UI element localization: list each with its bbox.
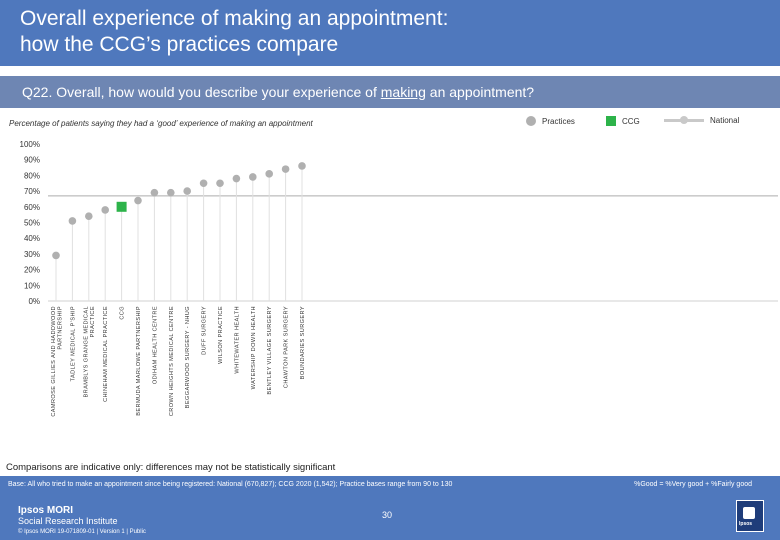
category-label: WHITEWATER HEALTH xyxy=(234,306,240,374)
practice-point xyxy=(232,174,241,183)
category-label-line: DUFF SURGERY xyxy=(202,306,208,355)
practice-point xyxy=(134,196,142,205)
category-label-line: BRAMBLYS GRANGE MEDICAL xyxy=(84,306,90,397)
legend-ccg-label: CCG xyxy=(622,116,640,126)
category-label-line: ODIHAM HEALTH CENTRE xyxy=(152,306,158,384)
practice-point xyxy=(199,179,208,188)
category-label-line: CCG xyxy=(120,306,126,320)
practice-point xyxy=(52,251,60,260)
practice-point xyxy=(101,206,109,214)
practice-point xyxy=(68,217,77,225)
question-text: Q22. Overall, how would you describe you… xyxy=(22,84,534,100)
y-tick-label: 50% xyxy=(24,219,40,228)
y-tick-label: 80% xyxy=(24,171,40,180)
category-label: TADLEY MEDICAL P’SHIP xyxy=(70,306,76,381)
y-tick-label: 0% xyxy=(28,297,40,306)
category-label-line: BOUNDARIES SURGERY xyxy=(300,306,306,379)
practice-point xyxy=(216,179,224,188)
question-bar xyxy=(0,76,780,108)
category-label: CROWN HEIGHTS MEDICAL CENTRE xyxy=(169,306,175,416)
category-label: CCG xyxy=(120,306,126,320)
footer-bar xyxy=(0,476,780,540)
category-label-line: BEGGARWOOD SURGERY - NHUG xyxy=(185,306,191,408)
page-title: Overall experience of making an appointm… xyxy=(20,6,760,58)
ipsos-logo: Ipsos xyxy=(736,500,764,532)
category-label-line: WHITEWATER HEALTH xyxy=(234,306,240,374)
legend-national-label: National xyxy=(710,116,740,125)
y-tick-label: 20% xyxy=(24,266,40,275)
chart-subtitle: Percentage of patients saying they had a… xyxy=(9,119,313,128)
legend-ccg-square xyxy=(606,116,616,126)
practice-point xyxy=(167,188,175,197)
legend-national-line xyxy=(664,116,704,124)
category-label: WATERSHIP DOWN HEALTH xyxy=(251,306,257,389)
practice-point xyxy=(150,188,159,197)
category-label: BEGGARWOOD SURGERY - NHUG xyxy=(185,306,191,408)
category-label-line: PRACTICE xyxy=(90,306,96,337)
y-tick-label: 10% xyxy=(24,281,40,290)
y-tick-label: 60% xyxy=(24,203,40,212)
category-label: BOUNDARIES SURGERY xyxy=(300,306,306,379)
category-label-line: TADLEY MEDICAL P’SHIP xyxy=(70,306,76,381)
chart-area: 0% 10% 20% 30% 40% 50% 60% 70% 80% 90% 100% CAMROSE… xyxy=(20,140,778,417)
category-label-line: BENTLEY VILLAGE SURGERY xyxy=(267,306,273,395)
category-label: CAMROSE GILLIES AND HADDWOODPARTNERSHIP xyxy=(51,306,64,417)
legend-national: National xyxy=(664,116,739,125)
question-underlined: making xyxy=(380,84,426,100)
y-tick-label: 30% xyxy=(24,250,40,259)
practice-point xyxy=(265,170,274,178)
practice-point xyxy=(85,212,93,221)
question-suffix: an appointment? xyxy=(425,84,535,100)
practice-point xyxy=(281,165,290,173)
category-label-line: CHINEHAM MEDICAL PRACTICE xyxy=(103,306,109,402)
y-tick-label: 70% xyxy=(24,187,40,196)
chart-legend: Practices CCG National xyxy=(526,116,766,130)
category-label: BENTLEY VILLAGE SURGERY xyxy=(267,306,273,395)
category-label: BERMUDA MARLOWE PARTNERSHIP xyxy=(136,306,142,416)
brand-name: Ipsos MORI xyxy=(18,505,74,516)
legend-ccg: CCG xyxy=(606,116,640,126)
ccg-point xyxy=(116,201,127,212)
category-label-line: CAMROSE GILLIES AND HADDWOOD xyxy=(51,306,57,417)
category-label: CHINEHAM MEDICAL PRACTICE xyxy=(103,306,109,402)
legend-practices: Practices xyxy=(526,116,575,126)
category-label: CHAWTON PARK SURGERY xyxy=(284,306,290,388)
base-definition: %Good = %Very good + %Fairly good xyxy=(634,481,752,488)
logo-mark xyxy=(743,507,755,519)
header-bar xyxy=(0,0,780,66)
category-label-line: WATERSHIP DOWN HEALTH xyxy=(251,306,257,389)
comparison-note: Comparisons are indicative only: differe… xyxy=(6,462,336,473)
y-tick-label: 40% xyxy=(24,234,40,243)
practice-point xyxy=(183,187,191,195)
y-tick-label: 90% xyxy=(24,156,40,165)
category-label: BRAMBLYS GRANGE MEDICALPRACTICE xyxy=(84,306,97,397)
category-label-line: BERMUDA MARLOWE PARTNERSHIP xyxy=(136,306,142,416)
category-label-line: PARTNERSHIP xyxy=(57,306,63,350)
category-label: ODIHAM HEALTH CENTRE xyxy=(152,306,158,384)
category-label: WILSON PRACTICE xyxy=(218,306,224,364)
category-label-line: CHAWTON PARK SURGERY xyxy=(284,306,290,388)
page-number: 30 xyxy=(382,510,393,520)
brand-subtitle: Social Research Institute xyxy=(18,516,118,526)
brand-block: Ipsos MORI Social Research Institute xyxy=(18,505,118,527)
title-line-1: Overall experience of making an appointm… xyxy=(20,7,449,30)
category-label-line: WILSON PRACTICE xyxy=(218,306,224,364)
question-prefix: Q22. Overall, how would you describe you… xyxy=(22,84,381,100)
copyright-text: © Ipsos MORI 19-071809-01 | Version 1 | … xyxy=(18,529,146,535)
category-label-line: CROWN HEIGHTS MEDICAL CENTRE xyxy=(169,306,175,416)
logo-text: Ipsos xyxy=(739,521,753,527)
base-text: Base: All who tried to make an appointme… xyxy=(8,481,453,488)
practice-point xyxy=(249,173,257,181)
legend-practice-dot xyxy=(526,116,536,126)
category-label: DUFF SURGERY xyxy=(202,306,208,355)
title-line-2: how the CCG’s practices compare xyxy=(20,33,339,56)
legend-practices-label: Practices xyxy=(542,116,575,126)
practice-point xyxy=(298,162,306,170)
y-tick-label: 100% xyxy=(20,140,40,149)
